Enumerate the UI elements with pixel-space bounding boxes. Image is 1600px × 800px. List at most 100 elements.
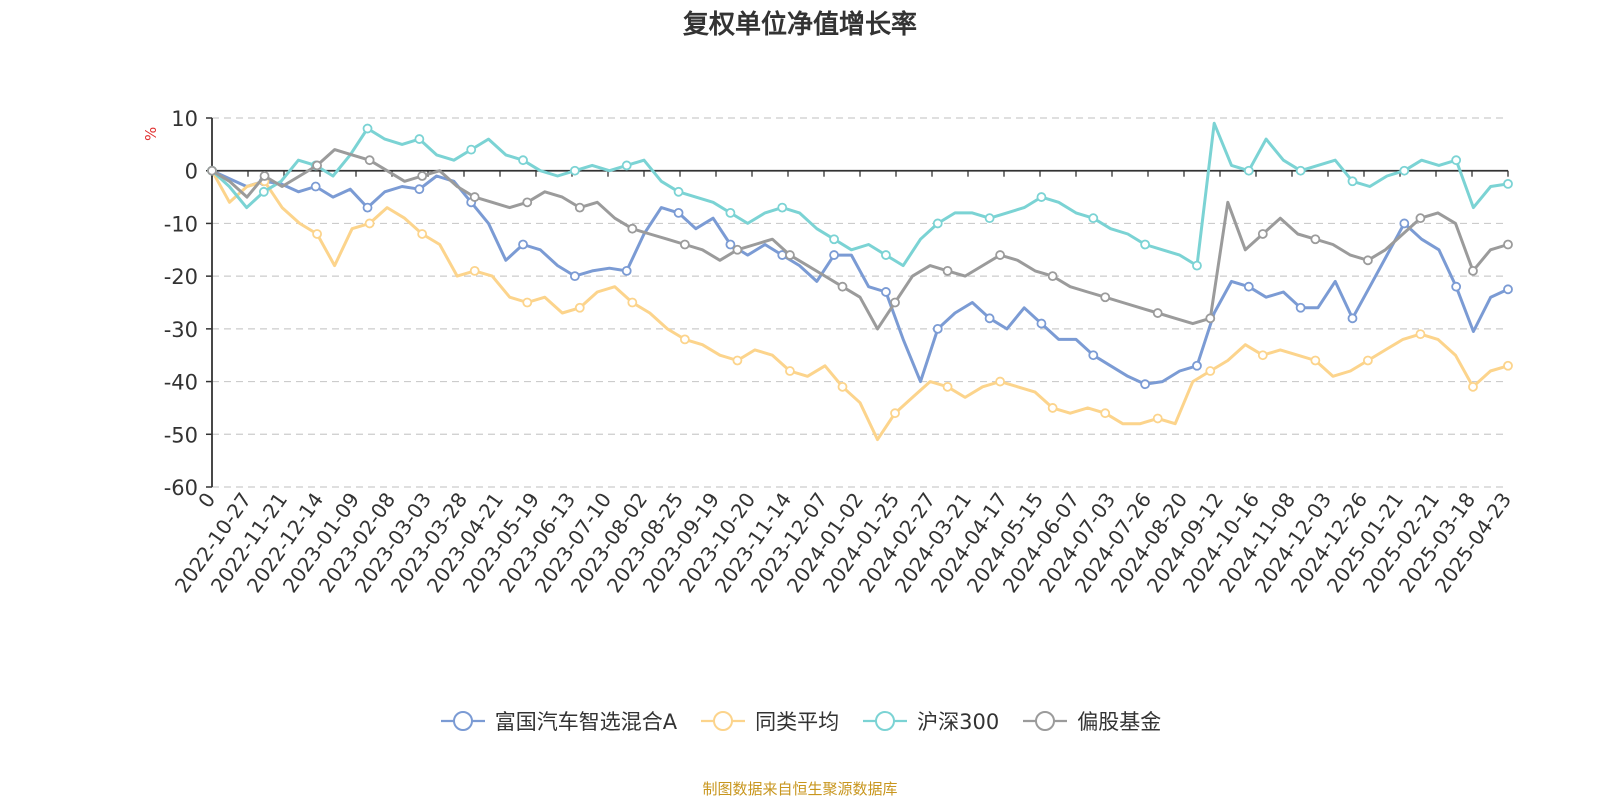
series-point-1 — [1362, 355, 1373, 366]
y-tick-label: 10 — [171, 107, 198, 131]
legend-marker-icon — [440, 711, 485, 731]
series-point-3 — [1362, 255, 1373, 266]
series-point-2 — [932, 218, 943, 229]
series-point-2 — [1503, 178, 1513, 189]
series-point-3 — [1503, 239, 1513, 250]
series-point-1 — [995, 376, 1006, 387]
series-point-2 — [569, 165, 580, 176]
series-point-0 — [1088, 350, 1099, 361]
series-point-3 — [627, 223, 638, 234]
legend: 富国汽车智选混合A 同类平均 沪深300 偏股基金 — [0, 706, 1600, 736]
series-point-2 — [1192, 260, 1202, 271]
series-point-0 — [829, 250, 839, 260]
series-point-0 — [673, 207, 684, 218]
series-point-3 — [1310, 234, 1321, 245]
axis-layer: 100-10-20-30-40-50-6002022-10-272022-11-… — [164, 107, 1516, 597]
series-point-2 — [1295, 165, 1306, 176]
series-point-0 — [621, 265, 632, 276]
series-point-2 — [1243, 165, 1254, 176]
y-axis-unit-label: % — [142, 127, 160, 141]
series-point-1 — [1152, 413, 1163, 424]
chart-title: 复权单位净值增长率 — [682, 10, 917, 40]
series-point-0 — [1451, 281, 1462, 292]
legend-marker-icon — [1023, 711, 1068, 731]
series-point-1 — [1047, 403, 1058, 413]
series-point-0 — [1192, 360, 1202, 371]
series-point-3 — [837, 281, 848, 292]
legend-label: 偏股基金 — [1077, 710, 1162, 734]
series-line-0 — [210, 169, 1510, 386]
series-point-0 — [1243, 281, 1254, 292]
series-point-1 — [574, 302, 585, 313]
series-point-3 — [417, 171, 428, 181]
legend-marker-icon — [863, 711, 908, 731]
series-point-1 — [364, 218, 375, 229]
series-point-1 — [732, 355, 743, 366]
series-point-1 — [627, 297, 638, 308]
series-point-3 — [732, 244, 743, 255]
legend-item-2[interactable]: 沪深300 — [861, 706, 999, 736]
series-point-0 — [1347, 313, 1358, 324]
series-point-1 — [890, 408, 900, 419]
legend-marker-icon — [701, 711, 746, 731]
legend-label: 同类平均 — [755, 710, 840, 734]
series-point-1 — [417, 229, 428, 239]
series-point-1 — [469, 265, 480, 276]
series-point-1 — [837, 381, 848, 392]
series-point-1 — [1415, 329, 1426, 340]
series-point-0 — [518, 239, 528, 250]
series-point-3 — [679, 239, 690, 250]
y-tick-label: -40 — [164, 371, 198, 395]
series-point-3 — [1100, 292, 1111, 303]
legend-item-0[interactable]: 富国汽车智选混合A — [439, 706, 677, 736]
series-point-3 — [364, 155, 375, 166]
series-point-3 — [785, 250, 795, 260]
series-point-2 — [1347, 176, 1358, 187]
series-point-1 — [1100, 408, 1111, 419]
series-point-3 — [995, 250, 1006, 260]
series-line-1 — [210, 169, 1510, 442]
y-tick-label: -10 — [164, 212, 198, 236]
series-point-3 — [942, 265, 953, 276]
series-line-2 — [210, 121, 1510, 268]
series-point-1 — [1257, 350, 1268, 361]
series-point-1 — [312, 229, 322, 239]
series-point-1 — [1205, 366, 1216, 376]
series-point-1 — [1503, 360, 1513, 371]
legend-item-3[interactable]: 偏股基金 — [1021, 706, 1161, 736]
series-point-3 — [1415, 213, 1426, 224]
series-point-2 — [1399, 165, 1410, 176]
series-point-0 — [1399, 218, 1410, 229]
series-point-2 — [984, 213, 995, 224]
series-point-3 — [1468, 265, 1478, 276]
legend-label: 富国汽车智选混合A — [494, 710, 678, 734]
legend-item-1[interactable]: 同类平均 — [699, 706, 839, 736]
series-layer — [207, 121, 1513, 442]
series-point-0 — [310, 181, 321, 192]
series-point-3 — [312, 160, 322, 171]
series-point-2 — [1451, 155, 1462, 166]
grid-layer — [212, 117, 1508, 488]
series-point-2 — [725, 207, 736, 218]
series-line-3 — [210, 148, 1510, 331]
series-point-0 — [1036, 318, 1047, 329]
series-point-1 — [1310, 355, 1321, 366]
series-point-3 — [522, 197, 533, 208]
source-note: 制图数据来自恒生聚源数据库 — [702, 780, 898, 798]
series-point-3 — [207, 165, 217, 176]
y-tick-label: -50 — [164, 423, 198, 447]
series-point-3 — [890, 297, 900, 308]
series-point-0 — [932, 323, 943, 334]
series-point-0 — [1295, 302, 1306, 313]
x-tick-label: 0 — [193, 488, 220, 512]
series-point-0 — [725, 239, 736, 250]
series-point-0 — [1503, 284, 1513, 295]
series-point-1 — [942, 381, 953, 392]
series-point-3 — [469, 192, 480, 202]
series-point-2 — [518, 155, 528, 166]
series-point-2 — [673, 186, 684, 197]
series-point-2 — [362, 123, 373, 134]
series-point-3 — [1047, 271, 1058, 282]
series-point-1 — [679, 334, 690, 345]
